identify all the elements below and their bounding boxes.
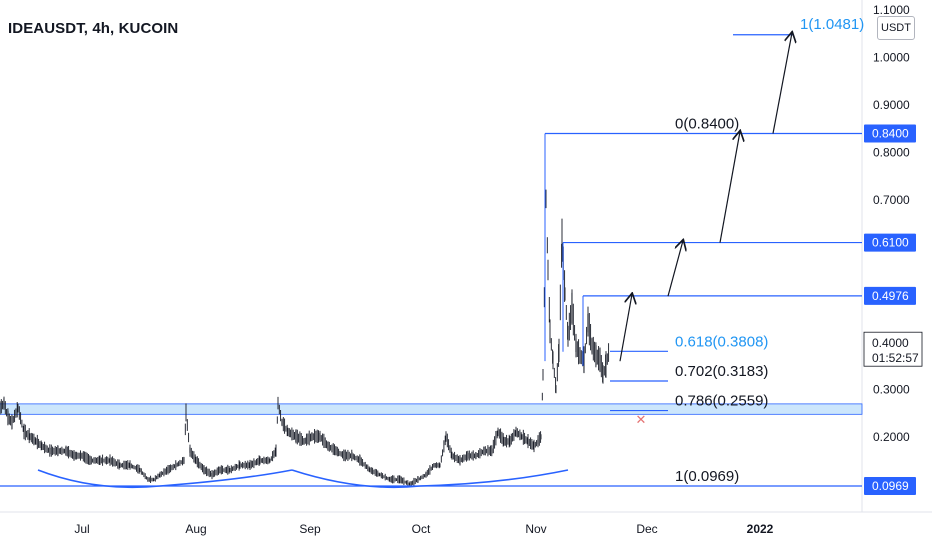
price-tick-label: 0.3000: [873, 383, 910, 397]
curve-right: [419, 469, 569, 487]
rounded-bottom-curves: [37, 469, 569, 489]
arrow: [772, 33, 792, 134]
price-tick-label: 0.7000: [873, 193, 910, 207]
horizontal-levels-layer: [0, 34, 862, 487]
price-tick-label: 0.9000: [873, 98, 910, 112]
time-tick-label: Dec: [636, 522, 657, 536]
arrow: [619, 294, 632, 362]
price-tick-label: 0.2000: [873, 430, 910, 444]
x-marker: ✕: [636, 413, 647, 428]
support-zone: [0, 403, 863, 415]
symbol-title: IDEAUSDT, 4h, KUCOIN: [8, 20, 179, 37]
curve-mid-left: [159, 469, 293, 487]
current-price-value: 0.4000: [872, 336, 909, 350]
curve-mid-right: [291, 469, 421, 489]
time-tick-label: Aug: [185, 522, 206, 536]
price-tick-label: 1.0000: [873, 51, 910, 65]
price-tag-label: 0.8400: [872, 126, 909, 140]
support-zone-layer: [0, 403, 863, 415]
price-tick-label: 1.1000: [873, 3, 910, 17]
time-tick-label: Jul: [74, 522, 89, 536]
fib-labels-layer: 1(1.0481) 0(0.8400) 0.618(0.3808) 0.702(0.3…: [675, 16, 864, 485]
time-axis[interactable]: Jul Aug Sep Oct Nov Dec 2022: [74, 522, 773, 536]
arrow: [667, 241, 683, 297]
currency-selector[interactable]: USDT: [877, 16, 915, 40]
price-tag: [864, 233, 916, 252]
current-price-tag: [863, 331, 923, 367]
fib-label: 0.618(0.3808): [675, 333, 768, 350]
price-tag-label: 0.0969: [872, 479, 909, 493]
time-tick-label: 2022: [747, 522, 774, 536]
price-tick-label: 0.8000: [873, 145, 910, 159]
time-tick-label: Nov: [525, 522, 546, 536]
time-tick-label: Sep: [299, 522, 321, 536]
price-tag: [864, 286, 916, 305]
fib-label: 0.786(0.2559): [675, 393, 768, 410]
fib-label: 1(0.0969): [675, 468, 739, 485]
fib-label: 1(1.0481): [800, 16, 864, 33]
price-tag-label: 0.6100: [872, 236, 909, 250]
bar-countdown: 01:52:57: [872, 351, 919, 365]
fib-label: 0.702(0.3183): [675, 363, 768, 380]
price-tag: [864, 477, 916, 495]
price-tag-label: 0.4976: [872, 289, 909, 303]
chart-frame: [0, 0, 932, 513]
arrow: [719, 131, 740, 243]
curve-left: [37, 469, 161, 489]
arrows-layer: ✕: [619, 33, 792, 428]
price-tag: [864, 124, 916, 143]
fib-label: 0(0.8400): [675, 115, 739, 132]
price-axis[interactable]: 1.1000 1.0000 0.9000 0.8000 0.7000 0.4000 0.30…: [863, 3, 923, 495]
time-tick-label: Oct: [412, 522, 431, 536]
candles-layer: [0, 189, 610, 488]
